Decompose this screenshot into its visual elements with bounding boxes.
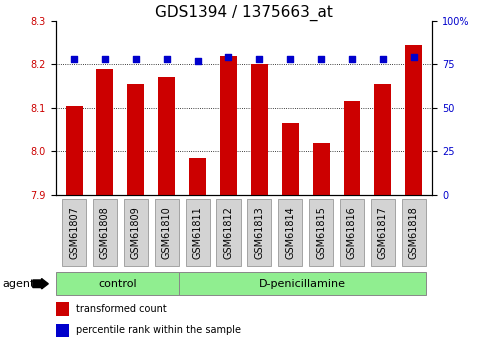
Bar xyxy=(251,64,268,195)
Point xyxy=(101,56,109,62)
Bar xyxy=(405,45,422,195)
Bar xyxy=(179,272,426,295)
FancyBboxPatch shape xyxy=(309,199,333,266)
FancyBboxPatch shape xyxy=(216,199,241,266)
FancyBboxPatch shape xyxy=(93,199,117,266)
Bar xyxy=(282,123,298,195)
FancyBboxPatch shape xyxy=(124,199,148,266)
FancyBboxPatch shape xyxy=(371,199,395,266)
FancyBboxPatch shape xyxy=(185,199,210,266)
Text: agent: agent xyxy=(2,279,35,289)
Point xyxy=(348,56,356,62)
Point xyxy=(379,56,387,62)
Point xyxy=(410,55,418,60)
Point xyxy=(225,55,232,60)
Bar xyxy=(189,158,206,195)
Text: GSM61810: GSM61810 xyxy=(162,207,172,259)
Title: GDS1394 / 1375663_at: GDS1394 / 1375663_at xyxy=(155,4,333,21)
Bar xyxy=(313,143,329,195)
Bar xyxy=(374,84,391,195)
FancyBboxPatch shape xyxy=(62,199,86,266)
Bar xyxy=(56,272,179,295)
Text: D-penicillamine: D-penicillamine xyxy=(259,279,346,289)
Text: control: control xyxy=(98,279,137,289)
Bar xyxy=(158,77,175,195)
Point xyxy=(163,56,170,62)
Text: GSM61807: GSM61807 xyxy=(69,206,79,259)
Point xyxy=(256,56,263,62)
FancyBboxPatch shape xyxy=(402,199,426,266)
Bar xyxy=(97,69,114,195)
Text: GSM61811: GSM61811 xyxy=(193,207,202,259)
Point xyxy=(70,56,78,62)
Bar xyxy=(66,106,83,195)
Text: GSM61816: GSM61816 xyxy=(347,207,357,259)
Text: GSM61817: GSM61817 xyxy=(378,206,388,259)
FancyBboxPatch shape xyxy=(278,199,302,266)
Point xyxy=(286,56,294,62)
Bar xyxy=(56,302,69,316)
Text: GSM61818: GSM61818 xyxy=(409,207,419,259)
Bar xyxy=(56,324,69,337)
FancyBboxPatch shape xyxy=(247,199,271,266)
Text: GSM61812: GSM61812 xyxy=(224,206,233,259)
Text: GSM61814: GSM61814 xyxy=(285,207,295,259)
FancyBboxPatch shape xyxy=(340,199,364,266)
Text: percentile rank within the sample: percentile rank within the sample xyxy=(76,325,242,335)
Text: GSM61813: GSM61813 xyxy=(255,207,264,259)
Point xyxy=(317,56,325,62)
Bar xyxy=(128,84,144,195)
Bar xyxy=(343,101,360,195)
Point xyxy=(194,58,201,63)
Bar xyxy=(220,56,237,195)
Point xyxy=(132,56,140,62)
Text: GSM61808: GSM61808 xyxy=(100,207,110,259)
FancyBboxPatch shape xyxy=(155,199,179,266)
Text: GSM61815: GSM61815 xyxy=(316,206,326,259)
Text: GSM61809: GSM61809 xyxy=(131,207,141,259)
Text: transformed count: transformed count xyxy=(76,304,167,314)
